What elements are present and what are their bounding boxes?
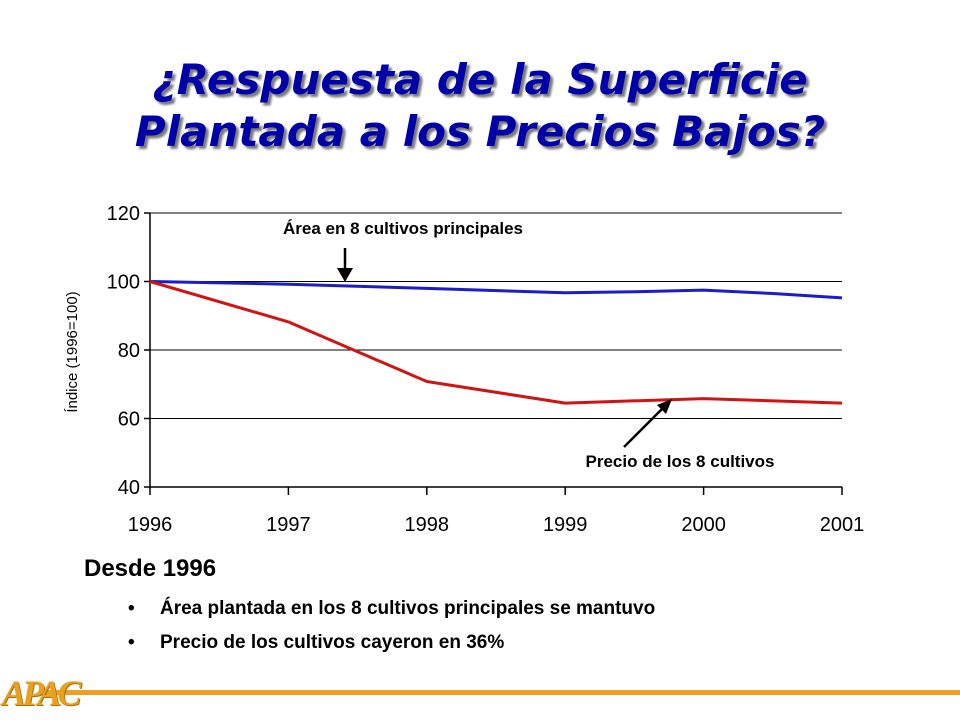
- y-axis-label: Índice (1996=100): [64, 291, 81, 412]
- summary-heading: Desde 1996: [84, 555, 217, 582]
- x-tick-label: 2001: [820, 514, 865, 536]
- bullet-dot-icon: •: [128, 598, 135, 619]
- bullet-text: Área plantada en los 8 cultivos principa…: [160, 598, 656, 619]
- x-tick-label: 1997: [266, 514, 311, 536]
- chart-gridlines: [150, 212, 842, 419]
- x-tick-label: 2000: [681, 514, 726, 536]
- x-tick-label: 1998: [405, 514, 450, 536]
- x-axis-ticks: 1996 1997 1998 1999 2000 2001: [128, 487, 865, 536]
- chart-series: [149, 280, 843, 405]
- summary-bullets: • Área plantada en los 8 cultivos princi…: [128, 594, 655, 662]
- slide-title-line-2: Plantada a los Precios Bajos?: [134, 107, 826, 156]
- x-tick-label: 1996: [128, 514, 173, 536]
- bullet-text: Precio de los cultivos cayeron en 36%: [160, 632, 505, 653]
- series-line-1: [149, 280, 843, 300]
- x-tick-label: 1999: [543, 514, 588, 536]
- chart-annotations: Área en 8 cultivos principales Precio de …: [283, 219, 774, 471]
- annotation-area-arrowhead: [337, 268, 353, 282]
- y-tick-label: 60: [118, 409, 140, 431]
- y-tick-label: 100: [107, 272, 140, 294]
- y-tick-label: 80: [118, 340, 140, 362]
- y-tick-label: 40: [118, 477, 140, 499]
- bullet-dot-icon: •: [128, 632, 135, 653]
- slide-title-line-1: ¿Respuesta de la Superficie: [152, 55, 808, 104]
- bullet-item: • Área plantada en los 8 cultivos princi…: [128, 594, 655, 628]
- y-axis-ticks: 40 60 80 100 120: [107, 203, 150, 499]
- apac-logo: APAC: [2, 673, 81, 713]
- series-line-2: [149, 280, 843, 405]
- annotation-price-label: Precio de los 8 cultivos: [586, 452, 775, 471]
- y-tick-label: 120: [107, 203, 140, 225]
- annotation-price-arrow: [623, 406, 665, 448]
- annotation-price-arrowhead: [657, 399, 672, 414]
- footer-divider: [40, 690, 960, 695]
- bullet-item: • Precio de los cultivos cayeron en 36%: [128, 628, 655, 662]
- annotation-area-label: Área en 8 cultivos principales: [283, 219, 523, 238]
- slide-title: ¿Respuesta de la Superficie Plantada a l…: [0, 54, 960, 158]
